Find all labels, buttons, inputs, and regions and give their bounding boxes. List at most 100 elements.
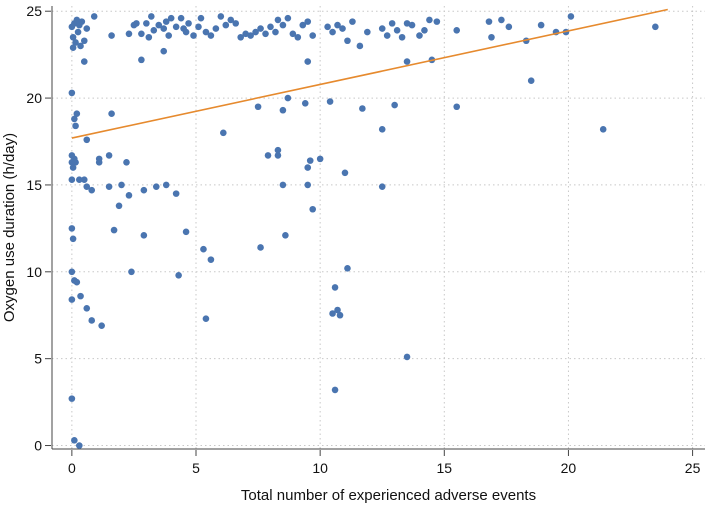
data-point [257,25,264,32]
data-point [68,225,76,232]
data-point [182,228,190,236]
data-point [329,28,336,36]
linear-fit-line [71,8,668,139]
data-point [167,14,175,22]
data-point [299,21,307,29]
data-point [567,13,575,20]
data-point [398,33,406,41]
data-point [160,25,168,32]
data-point [138,56,145,64]
data-point [217,13,225,20]
data-point [212,25,220,32]
data-point [334,21,341,29]
data-point [252,28,259,36]
data-point [267,23,274,31]
data-point [72,39,79,46]
data-point [334,306,341,314]
data-point [143,20,150,27]
data-point [403,353,411,361]
data-point [274,146,282,154]
data-point [329,310,336,317]
data-point [172,190,180,197]
data-point [128,268,135,276]
data-point [433,18,441,25]
data-point [242,30,249,38]
data-point [71,115,78,123]
data-point [227,16,235,24]
fit-line-group [71,8,668,139]
data-point [162,181,170,189]
data-point [152,183,160,190]
data-point [537,21,545,29]
data-point [391,101,398,109]
data-point [202,315,210,323]
data-point [488,33,495,41]
data-point [207,256,215,263]
data-point [349,18,356,25]
data-point [331,386,339,394]
data-point [77,42,84,50]
data-point [453,103,461,111]
data-point [83,25,91,32]
data-point [83,183,91,190]
data-point [416,32,423,39]
data-point [336,311,344,319]
data-point [306,157,314,164]
data-point [344,37,351,45]
data-point [426,16,433,24]
y-tick-label: 10 [26,264,42,280]
data-point [72,159,79,166]
data-point [344,265,351,272]
data-point [232,20,240,27]
data-point [197,14,205,22]
data-point [403,20,411,27]
data-point [155,21,163,29]
data-point [177,14,185,22]
y-tick-label: 25 [26,3,42,19]
data-point [105,152,113,159]
data-point [118,181,125,189]
data-point [185,20,192,27]
data-points [68,13,659,449]
x-ticks: 0 5 10 15 20 25 [68,450,701,476]
data-point [105,183,113,190]
data-point [83,136,91,144]
x-tick-label: 15 [437,460,453,476]
data-point [76,176,83,184]
data-point [324,23,331,31]
data-point [123,159,130,166]
data-point [74,28,82,36]
data-point [98,322,105,329]
data-point [294,33,302,41]
data-point [69,235,77,243]
data-point [73,278,81,286]
data-point [220,129,227,137]
data-point [115,202,123,210]
data-point [190,32,197,39]
data-point [527,77,535,85]
data-point [108,110,115,118]
data-point [408,21,416,29]
data-point [182,28,190,36]
data-point [125,30,133,38]
data-point [309,32,317,39]
data-point [73,16,81,24]
data-point [378,126,386,133]
axes [51,6,705,450]
data-point [301,99,309,107]
data-point [378,183,386,190]
data-point [125,192,133,199]
data-point [165,32,172,39]
data-point [274,152,282,159]
data-point [262,30,269,38]
data-point [95,159,103,166]
data-point [162,18,170,25]
data-point [237,33,244,41]
data-point [274,16,282,24]
data-point [133,20,140,27]
data-point [68,296,76,303]
data-point [68,176,76,184]
x-tick-label: 20 [561,460,577,476]
